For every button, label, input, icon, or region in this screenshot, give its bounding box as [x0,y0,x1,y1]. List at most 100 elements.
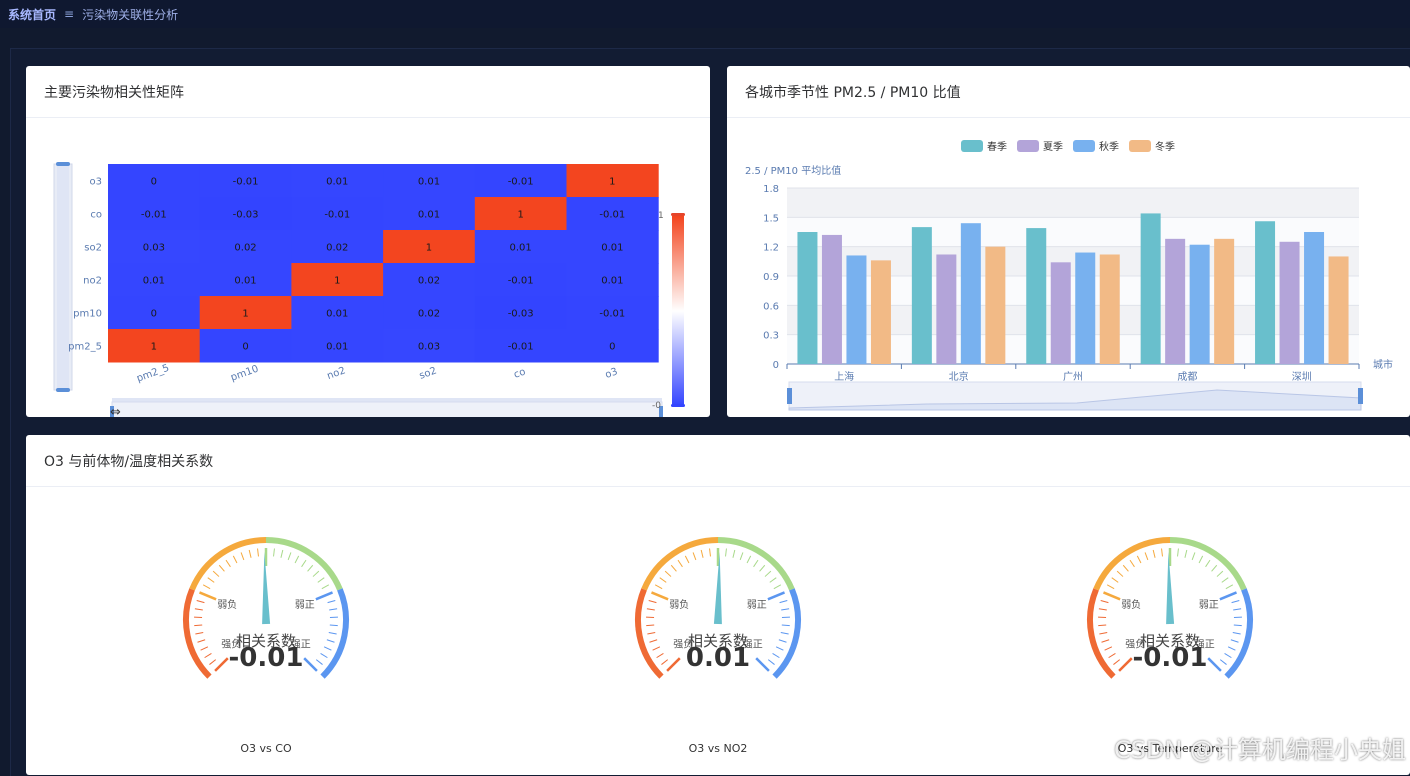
y-tick-label: 1.5 [763,213,779,224]
gauge-tick [288,552,291,560]
gauge-tick [241,552,244,560]
gauge-tick [1178,548,1179,556]
x-tick-label: o3 [604,366,619,381]
gauge-tick [322,585,329,589]
gauge-tick [1199,556,1203,563]
heatmap-cell-label: 0.03 [418,342,440,353]
gauge-tick [1109,653,1116,657]
gauge-arc-segment [638,589,661,676]
heatmap-cell-label: 0.02 [418,276,440,287]
bar [1214,239,1234,364]
gauge-tick [1234,625,1242,626]
gauge-tick [329,632,337,634]
gauge-tick [774,585,781,589]
gauge-tick [657,653,664,657]
gauge-tick [1105,647,1112,650]
heatmap-cell-label: 1 [426,243,432,254]
gauge-tick [201,647,208,650]
bar [985,247,1005,364]
gauge-tick [1233,632,1241,634]
breadcrumb-home[interactable]: 系统首页 [8,6,56,23]
heatmap-cell-label: 0.01 [418,210,440,221]
gauge-value: -0.01 [229,643,304,673]
heatmap-cell-label: 0.01 [326,342,348,353]
heatmap-cell-label: 1 [151,342,157,353]
x-tick-label: so2 [418,365,438,381]
bar [1329,256,1349,364]
x-tick-label: pm2_5 [135,363,171,385]
gauge-tick [701,550,703,558]
visual-map-bar [672,216,684,406]
legend-label: 秋季 [1099,140,1119,153]
x-tick-label: pm10 [229,364,260,384]
y-tick-label: pm10 [73,309,102,320]
gauge-tick [647,609,655,610]
gauge-tick [1222,578,1228,583]
gauge-tick [693,552,696,560]
y-tick-label: o3 [90,177,102,188]
visual-map-max-label: 1 [658,211,664,221]
heatmap-cell-label: 1 [334,276,340,287]
bar [1141,213,1161,364]
gauge-caption: O3 vs CO [240,742,292,755]
heatmap-cell-label: 1 [609,177,615,188]
y-tick-label: no2 [83,276,102,287]
gauge-tick [1226,585,1233,589]
heatmap-cell-label: -0.01 [233,177,259,188]
gauge-tick [208,578,214,583]
bar [961,223,981,364]
gauge-tick [754,560,758,567]
gauge-tick [1102,640,1110,642]
gauge-tick [258,548,259,556]
heatmap-cell-label: 0.02 [326,243,348,254]
gauge-arc-segment [1090,589,1113,676]
legend-label: 春季 [987,141,1007,153]
x-tick-label: no2 [326,365,347,382]
gauge-tick [1123,565,1128,571]
gauge-tick [1153,550,1155,558]
gauge-tick [197,600,205,602]
gauge-caption: O3 vs Temperature [1118,742,1223,755]
gauge-tick [1107,585,1114,589]
gauge-tick [215,658,228,671]
gauge-charts: 弱负弱正强负强正相关系数-0.01O3 vs CO弱负弱正强负强正相关系数0.0… [26,487,1410,775]
x-zoom-slider [112,402,662,417]
y-tick-label: 0 [773,360,779,371]
breadcrumb: 系统首页 ≡ 污染物关联性分析 [0,0,1410,28]
gauge-tick [1101,600,1109,602]
y-tick-label: pm2_5 [68,342,102,353]
menu-icon[interactable]: ≡ [64,7,74,21]
gauge-tick [782,625,790,626]
y-tick-label: 0.3 [763,331,779,342]
gauge-tick [1098,625,1106,626]
visual-map-handle-top [671,213,685,216]
heatmap-cell-label: -0.01 [508,276,534,287]
visual-map-min-label: -0 [652,401,661,411]
y-axis-title: 2.5 / PM10 平均比值 [745,164,841,177]
gauge-tick [327,640,335,642]
gauge-arc-segment [1227,589,1250,676]
gauge-arc-segment [775,589,798,676]
gauge-tick [647,632,655,634]
heatmap-cell-label: -0.01 [508,177,534,188]
gauge-tick [678,560,682,567]
gauge-tick [661,660,667,665]
heatmap-cell-label: 0 [609,342,615,353]
gauge-tick [1103,592,1120,599]
bar-chart[interactable]: 春季夏季秋季冬季2.5 / PM10 平均比值00.30.60.91.21.51… [727,118,1410,417]
bar [936,254,956,364]
bar-card-title: 各城市季节性 PM2.5 / PM10 比值 [727,66,1410,118]
bar [871,260,891,364]
gauge-tick [1228,647,1235,650]
gauge-tick [726,548,727,556]
legend-swatch [1017,140,1039,152]
heatmap-cell-label: 0 [242,342,248,353]
gauge-tick [194,625,202,626]
gauge-tick [226,560,230,567]
bar [797,232,817,364]
gauge-tick [667,658,680,671]
